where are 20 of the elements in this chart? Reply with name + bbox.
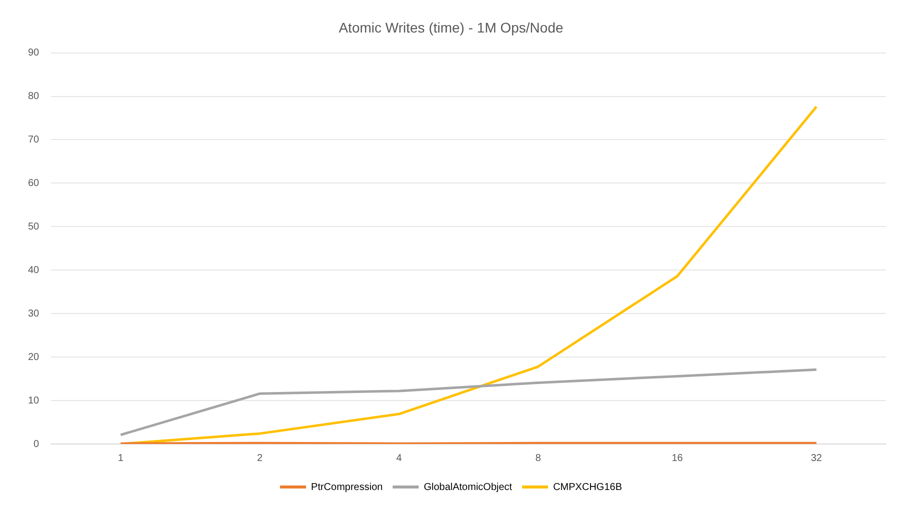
legend-label: CMPXCHG16B bbox=[553, 482, 622, 493]
chart-title: Atomic Writes (time) - 1M Ops/Node bbox=[338, 19, 564, 36]
y-tick-label: 50 bbox=[28, 221, 40, 232]
x-tick-label: 16 bbox=[672, 452, 684, 464]
y-tick-label: 10 bbox=[28, 395, 40, 406]
x-tick-label: 8 bbox=[535, 452, 542, 464]
y-tick-label: 80 bbox=[28, 91, 40, 102]
x-tick-label: 32 bbox=[810, 452, 822, 464]
y-tick-label: 40 bbox=[28, 264, 40, 276]
legend-label: PtrCompression bbox=[311, 482, 383, 493]
y-tick-label: 0 bbox=[34, 438, 40, 450]
y-tick-label: 60 bbox=[28, 178, 40, 189]
y-tick-label: 90 bbox=[28, 48, 40, 59]
x-tick-label: 1 bbox=[118, 452, 124, 464]
y-tick-label: 20 bbox=[28, 352, 40, 363]
y-tick-label: 30 bbox=[28, 308, 40, 320]
legend-label: GlobalAtomicObject bbox=[424, 482, 512, 493]
x-tick-label: 2 bbox=[257, 452, 264, 464]
x-tick-label: 4 bbox=[396, 452, 402, 464]
y-tick-label: 70 bbox=[28, 134, 40, 146]
